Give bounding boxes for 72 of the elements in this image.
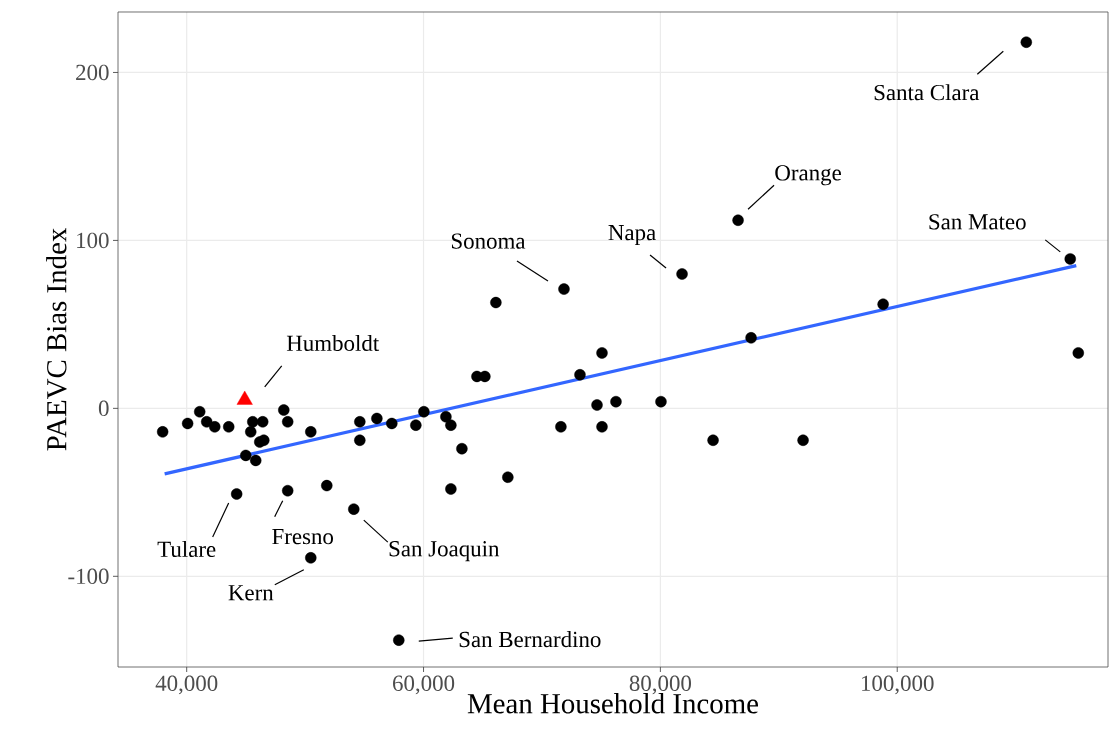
point [354, 416, 366, 428]
point [348, 503, 360, 515]
point [201, 416, 213, 428]
annotation: San Joaquin [389, 541, 500, 562]
point [305, 552, 317, 564]
point [456, 442, 468, 455]
point [258, 434, 270, 446]
annotation: San Mateo [929, 214, 1026, 230]
point [732, 214, 744, 226]
point [502, 471, 514, 483]
point [194, 406, 206, 418]
x-axis-title: Mean Household Income [467, 693, 759, 714]
annotation: Orange [775, 165, 841, 186]
point [596, 421, 608, 433]
point [156, 426, 169, 438]
y-tick-label: 100 [77, 232, 109, 249]
x-tick-label: 100,000 [862, 675, 934, 695]
point [230, 488, 243, 500]
point [479, 370, 491, 383]
point [707, 434, 719, 446]
point [305, 426, 317, 438]
point [250, 454, 262, 467]
annotation: Tulare [157, 540, 216, 558]
annotation: Fresno [272, 529, 334, 545]
x-tick-label: 80,000 [629, 675, 692, 695]
point [591, 399, 603, 411]
point [371, 412, 383, 425]
point [240, 449, 252, 462]
point [257, 416, 269, 428]
point [797, 434, 809, 446]
point [574, 369, 586, 381]
point [610, 395, 622, 408]
point [445, 483, 457, 495]
point [282, 484, 294, 497]
point [440, 411, 452, 423]
point [223, 421, 235, 433]
point [490, 296, 502, 309]
x-tick-label: 60,000 [393, 675, 455, 695]
point [321, 479, 333, 492]
point [1064, 253, 1076, 265]
point [278, 404, 290, 416]
point [282, 416, 294, 428]
point [209, 421, 221, 433]
point [877, 298, 889, 310]
point [1072, 347, 1084, 359]
point [181, 417, 194, 430]
point [558, 283, 570, 295]
y-tick-label: 0 [98, 400, 109, 417]
annotation: Santa Clara [874, 84, 980, 101]
point [245, 426, 257, 438]
point [393, 634, 405, 646]
point [655, 395, 667, 408]
point [745, 332, 757, 344]
point [445, 419, 457, 431]
point [247, 416, 259, 428]
point [354, 434, 366, 446]
point [410, 419, 422, 431]
point [418, 406, 430, 418]
x-tick-label: 40,000 [155, 675, 218, 695]
annotation: Napa [608, 225, 656, 245]
point [596, 347, 608, 359]
annotation: Kern [228, 585, 274, 601]
annotation: Sonoma [451, 233, 526, 249]
point [676, 268, 688, 280]
point [386, 417, 398, 430]
y-axis-title: PAEVC Bias Index [46, 228, 67, 451]
point [1020, 36, 1032, 48]
y-tick-label: 200 [76, 64, 109, 81]
annotation: San Bernardino [459, 631, 601, 648]
annotation: Humboldt [286, 334, 380, 352]
point [555, 421, 567, 433]
y-tick-label: -100 [68, 568, 109, 585]
